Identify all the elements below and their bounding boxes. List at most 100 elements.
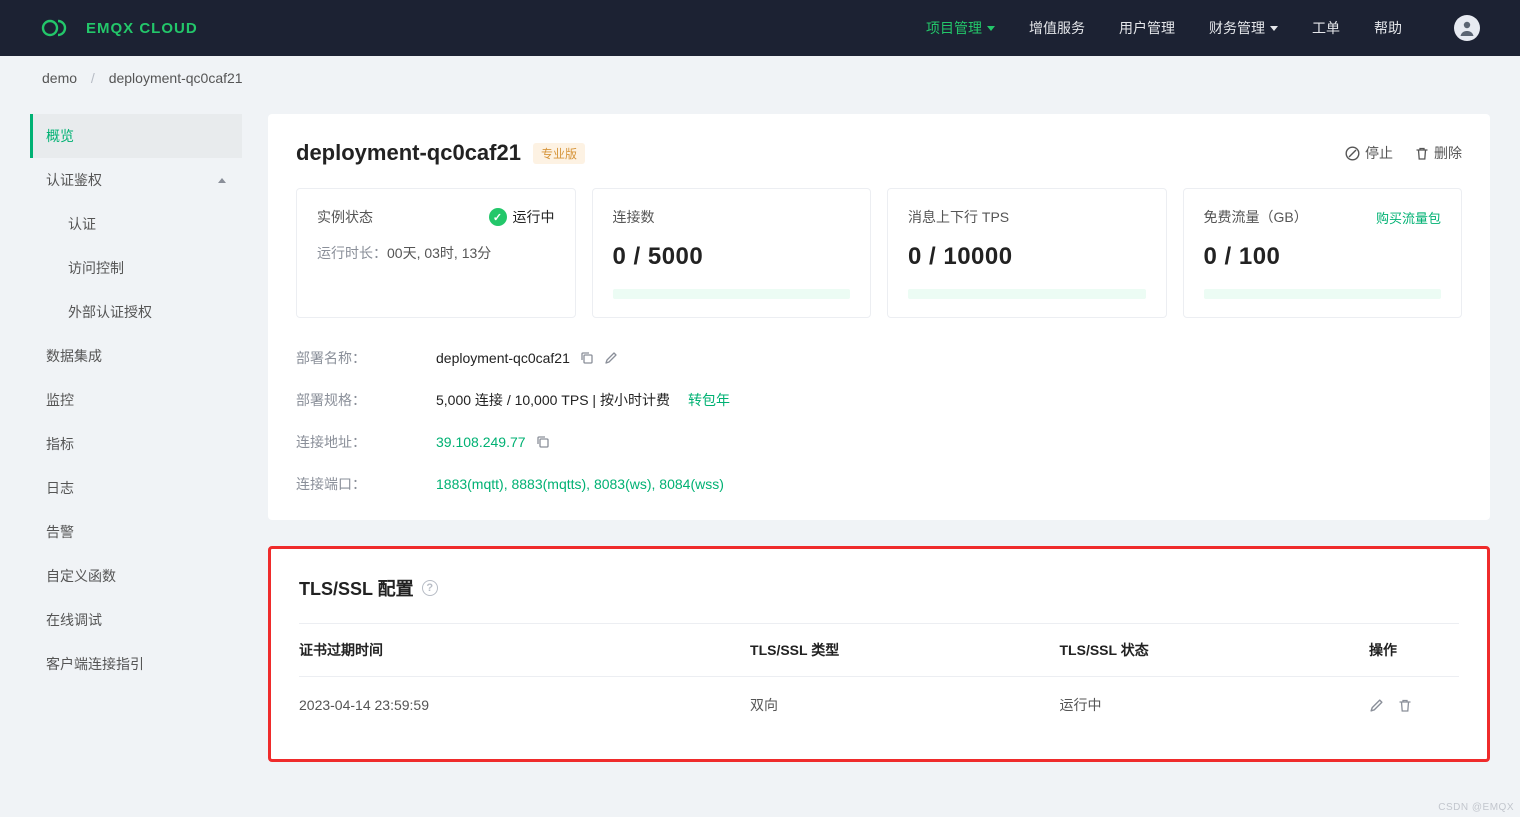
- deployment-title: deployment-qc0caf21 专业版: [296, 140, 585, 166]
- chevron-up-icon: [218, 178, 226, 183]
- nav-value-added[interactable]: 增值服务: [1029, 18, 1085, 38]
- copy-button[interactable]: [580, 351, 594, 365]
- edition-badge: 专业版: [533, 143, 585, 164]
- brand[interactable]: EMQX CLOUD: [40, 18, 198, 38]
- td-actions: [1369, 677, 1459, 734]
- detail-text[interactable]: 39.108.249.77: [436, 434, 526, 450]
- detail-row-spec: 部署规格： 5,000 连接 / 10,000 TPS | 按小时计费 转包年: [296, 390, 1462, 410]
- td-expiry: 2023-04-14 23:59:59: [299, 677, 750, 734]
- detail-value: 5,000 连接 / 10,000 TPS | 按小时计费 转包年: [436, 390, 730, 410]
- stat-bar: [1204, 289, 1442, 299]
- avatar-icon: [1458, 19, 1476, 37]
- runtime-value: 00天, 03时, 13分: [387, 245, 491, 261]
- td-status: 运行中: [1060, 677, 1370, 734]
- sidebar-item-data-integration[interactable]: 数据集成: [30, 334, 242, 378]
- delete-label: 删除: [1434, 143, 1462, 163]
- top-nav: EMQX CLOUD 项目管理 增值服务 用户管理 财务管理 工单 帮助: [0, 0, 1520, 56]
- sidebar-item-alerts[interactable]: 告警: [30, 510, 242, 554]
- tls-title: TLS/SSL 配置 ?: [299, 575, 1459, 601]
- th-status: TLS/SSL 状态: [1060, 624, 1370, 677]
- sidebar-item-ext-auth[interactable]: 外部认证授权: [30, 290, 242, 334]
- stat-tps: 消息上下行 TPS 0 / 10000: [887, 188, 1167, 318]
- stop-icon: [1345, 146, 1360, 161]
- nav-label: 用户管理: [1119, 18, 1175, 38]
- trash-icon: [1398, 698, 1412, 713]
- header-actions: 停止 删除: [1345, 143, 1462, 163]
- main-content: deployment-qc0caf21 专业版 停止: [268, 114, 1490, 762]
- nav-project-mgmt[interactable]: 项目管理: [926, 18, 995, 38]
- sidebar-item-auth[interactable]: 认证鉴权: [30, 158, 242, 202]
- convert-annual-link[interactable]: 转包年: [688, 390, 730, 410]
- stop-button[interactable]: 停止: [1345, 143, 1393, 163]
- stat-value: 0 / 100: [1204, 243, 1442, 271]
- buy-traffic-link[interactable]: 购买流量包: [1376, 208, 1441, 227]
- edit-cert-button[interactable]: [1369, 698, 1384, 713]
- detail-text: 5,000 连接 / 10,000 TPS | 按小时计费: [436, 390, 670, 410]
- breadcrumb-root[interactable]: demo: [42, 70, 77, 86]
- sidebar-label: 自定义函数: [46, 566, 116, 586]
- sidebar-label: 指标: [46, 434, 74, 454]
- sidebar-label: 数据集成: [46, 346, 102, 366]
- sidebar-item-authn[interactable]: 认证: [30, 202, 242, 246]
- detail-row-name: 部署名称： deployment-qc0caf21: [296, 348, 1462, 368]
- sidebar-label: 外部认证授权: [68, 302, 152, 322]
- stat-label: 实例状态: [317, 207, 373, 227]
- sidebar-item-acl[interactable]: 访问控制: [30, 246, 242, 290]
- stat-label: 连接数: [613, 207, 655, 227]
- detail-text[interactable]: 1883(mqtt), 8883(mqtts), 8083(ws), 8084(…: [436, 476, 724, 492]
- detail-label: 连接端口：: [296, 474, 436, 494]
- stat-connections: 连接数 0 / 5000: [592, 188, 872, 318]
- brand-name: EMQX CLOUD: [86, 20, 198, 37]
- nav-user-mgmt[interactable]: 用户管理: [1119, 18, 1175, 38]
- sidebar-label: 在线调试: [46, 610, 102, 630]
- stats-row: 实例状态 ✓ 运行中 运行时长：00天, 03时, 13分 连接数: [296, 188, 1462, 318]
- sidebar-label: 监控: [46, 390, 74, 410]
- edit-icon: [604, 351, 618, 365]
- stat-value: 0 / 5000: [613, 243, 851, 271]
- detail-value: 39.108.249.77: [436, 434, 550, 450]
- sidebar-item-monitor[interactable]: 监控: [30, 378, 242, 422]
- detail-label: 部署规格：: [296, 390, 436, 410]
- tls-title-text: TLS/SSL 配置: [299, 575, 414, 601]
- sidebar-item-metrics[interactable]: 指标: [30, 422, 242, 466]
- th-expiry: 证书过期时间: [299, 624, 750, 677]
- sidebar-item-overview[interactable]: 概览: [30, 114, 242, 158]
- overview-card: deployment-qc0caf21 专业版 停止: [268, 114, 1490, 520]
- stat-bar: [613, 289, 851, 299]
- detail-row-address: 连接地址： 39.108.249.77: [296, 432, 1462, 452]
- tls-config-card: TLS/SSL 配置 ? 证书过期时间 TLS/SSL 类型 TLS/SSL 状…: [268, 546, 1490, 762]
- detail-text: deployment-qc0caf21: [436, 350, 570, 366]
- sidebar-label: 日志: [46, 478, 74, 498]
- status-value: 运行中: [513, 207, 555, 227]
- sidebar-label: 访问控制: [68, 258, 124, 278]
- stat-label: 消息上下行 TPS: [908, 207, 1009, 227]
- sidebar-label: 认证鉴权: [46, 170, 102, 190]
- trash-icon: [1415, 146, 1429, 161]
- deployment-name: deployment-qc0caf21: [296, 140, 521, 166]
- nav-finance-mgmt[interactable]: 财务管理: [1209, 18, 1278, 38]
- tls-row: 2023-04-14 23:59:59 双向 运行中: [299, 677, 1459, 734]
- sidebar-item-logs[interactable]: 日志: [30, 466, 242, 510]
- sidebar-label: 概览: [46, 126, 74, 146]
- sidebar-item-custom-fn[interactable]: 自定义函数: [30, 554, 242, 598]
- delete-button[interactable]: 删除: [1415, 143, 1462, 163]
- copy-icon: [536, 435, 550, 449]
- chevron-down-icon: [1270, 26, 1278, 31]
- delete-cert-button[interactable]: [1398, 698, 1412, 713]
- edit-button[interactable]: [604, 351, 618, 365]
- sidebar-label: 客户端连接指引: [46, 654, 144, 674]
- nav-tickets[interactable]: 工单: [1312, 18, 1340, 38]
- nav-help[interactable]: 帮助: [1374, 18, 1402, 38]
- help-icon[interactable]: ?: [422, 580, 438, 596]
- topnav-menu: 项目管理 增值服务 用户管理 财务管理 工单 帮助: [926, 15, 1480, 41]
- nav-label: 增值服务: [1029, 18, 1085, 38]
- copy-button[interactable]: [536, 435, 550, 449]
- copy-icon: [580, 351, 594, 365]
- avatar[interactable]: [1454, 15, 1480, 41]
- sidebar-item-client-guide[interactable]: 客户端连接指引: [30, 642, 242, 686]
- sidebar-item-online-debug[interactable]: 在线调试: [30, 598, 242, 642]
- runtime-label: 运行时长：: [317, 245, 387, 261]
- nav-label: 帮助: [1374, 18, 1402, 38]
- stat-label: 免费流量（GB）: [1204, 207, 1308, 227]
- chevron-down-icon: [987, 26, 995, 31]
